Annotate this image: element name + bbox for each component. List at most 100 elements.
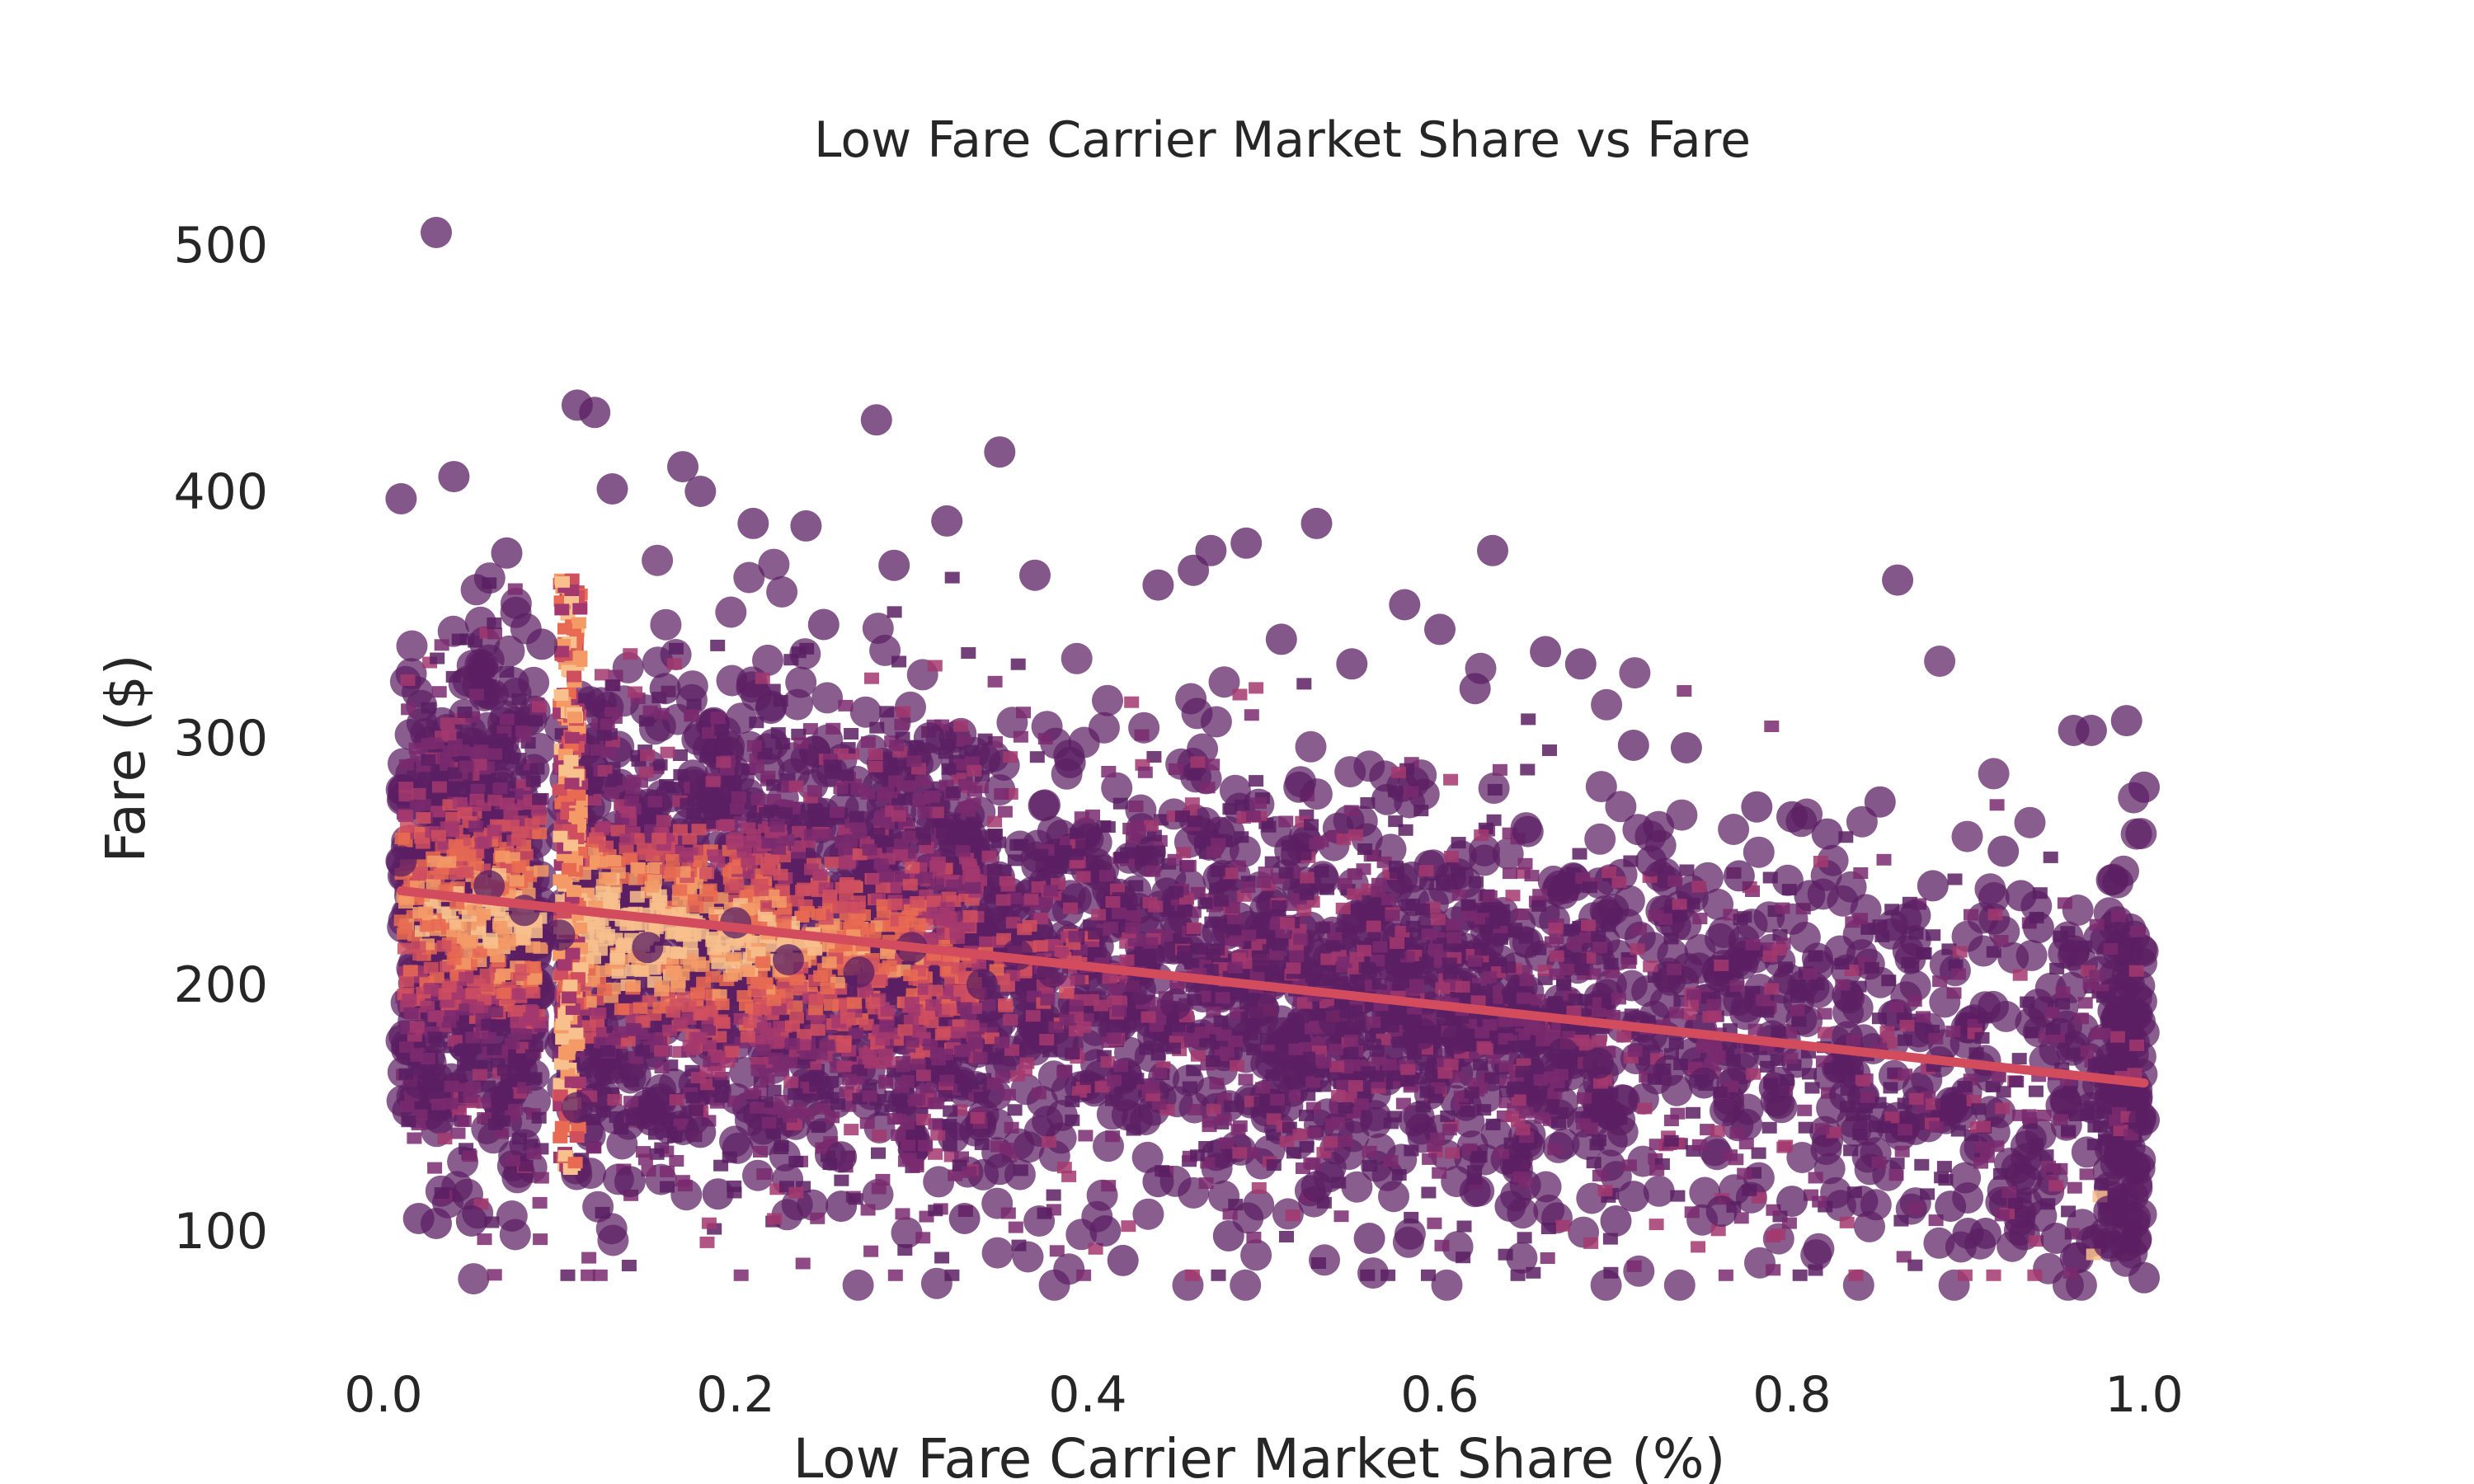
density-cell [1979,1151,1995,1163]
density-cell [477,1112,492,1124]
density-cell [1592,942,1608,954]
density-cell [1213,1015,1229,1027]
density-cell [511,693,527,706]
density-cell [1380,1269,1396,1281]
density-cell [859,1117,875,1129]
density-cell [1566,1005,1582,1017]
density-cell [2001,1186,2017,1198]
density-cell [1264,856,1280,868]
density-cell [673,1118,689,1130]
density-cell [1848,1269,1864,1281]
scatter-point [1990,1000,2022,1032]
density-cell [1971,1103,1987,1115]
scatter-point [752,644,783,676]
density-cell [1404,1211,1419,1223]
density-cell [1989,1140,2005,1153]
density-cell [987,815,1003,828]
density-cell [421,702,436,714]
density-cell [1347,888,1362,900]
density-cell [1761,1121,1777,1134]
scatter-point [1705,923,1736,955]
density-cell [868,760,883,773]
density-cell [440,717,455,730]
density-cell [753,1003,769,1016]
density-cell [445,670,461,683]
density-cell [981,998,996,1011]
density-cell [1385,961,1401,974]
density-cell [1158,930,1174,942]
density-cell [524,818,540,830]
density-cell [1285,1209,1300,1222]
density-cell [1107,996,1122,1007]
density-cell [647,862,662,874]
density-cell [532,1196,548,1209]
density-cell [504,1037,520,1050]
density-cell [892,849,908,862]
density-cell [1733,1212,1749,1224]
density-cell [1219,1137,1235,1149]
density-cell [1534,1111,1550,1124]
density-cell [656,815,671,827]
density-cell [1647,971,1663,983]
density-cell [1049,1245,1065,1257]
density-cell [581,1269,596,1281]
density-cell [1091,909,1107,921]
scatter-point [1591,688,1623,721]
density-cell [1987,909,2003,921]
density-cell [791,646,807,659]
density-cell [761,1116,777,1129]
density-cell [791,840,806,852]
density-cell [880,947,895,960]
density-cell [1568,993,1583,1006]
density-cell [1812,1195,1827,1208]
density-cell [1554,1219,1570,1232]
density-cell [915,775,931,787]
density-cell [2061,1125,2076,1137]
density-cell [608,669,623,682]
density-cell [1153,1030,1168,1041]
density-cell [651,1113,666,1125]
scatter-point [396,630,428,662]
density-cell [1451,837,1466,849]
density-cell [1007,1104,1023,1116]
density-cell [449,919,464,932]
density-cell [2114,960,2130,973]
scatter-point [811,682,844,714]
density-cell [411,787,426,800]
density-cell [1059,1014,1075,1026]
density-cell [1670,1190,1686,1202]
density-cell [986,864,1002,876]
scatter-point [716,665,748,697]
density-cell [1209,883,1225,895]
density-cell [1551,1116,1566,1129]
density-cell [849,1027,864,1040]
density-cell [466,1082,481,1093]
density-cell [1025,1010,1041,1022]
density-cell [533,1233,548,1246]
density-cell [1184,1269,1200,1281]
scatter-point [2120,818,2152,850]
density-cell [1069,999,1084,1012]
density-cell [802,723,818,735]
density-cell [1451,889,1467,901]
density-cell [676,991,692,1003]
scatter-point [1978,758,2010,790]
density-cell [2109,1031,2125,1043]
scatter-point [1584,823,1616,855]
density-cell [1230,1124,1246,1136]
density-cell [1337,878,1352,890]
scatter-point [1786,1142,1818,1173]
density-cell [648,1128,663,1140]
scatter-point [1789,921,1821,953]
density-cell [1884,1111,1900,1124]
density-cell [1487,783,1503,796]
density-cell [944,571,960,584]
density-cell [776,980,792,993]
density-cell [1511,1094,1526,1106]
density-cell [496,1064,512,1077]
density-cell [430,1087,444,1100]
density-cell [795,1257,811,1270]
density-cell [1992,1167,2008,1180]
density-cell [1032,940,1048,952]
density-cell [431,1098,446,1111]
